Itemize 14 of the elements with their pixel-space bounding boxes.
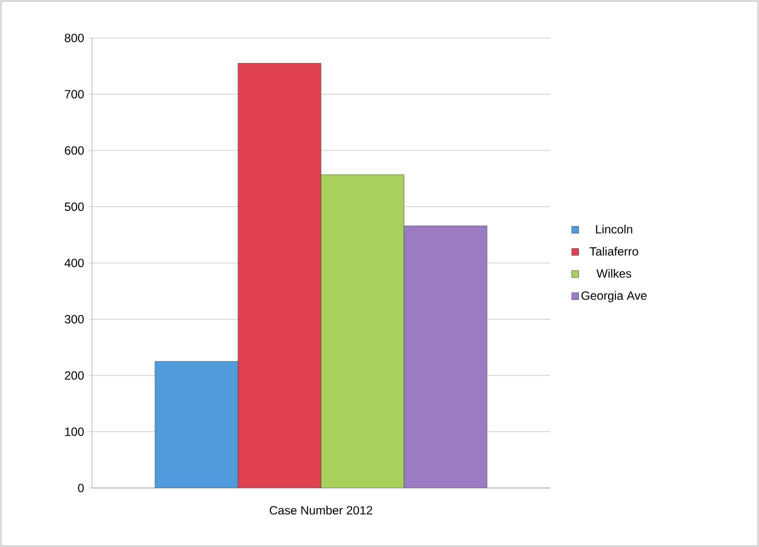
y-tick-label: 300 <box>64 315 84 324</box>
y-tick-label: 800 <box>64 34 84 42</box>
y-tick-label: 600 <box>64 146 84 155</box>
y-tick-label: 0 <box>78 484 84 492</box>
y-tick-label: 100 <box>65 428 84 436</box>
legend-label: Lincoln <box>596 224 632 234</box>
x-tick-label: Case Number 2012 <box>270 506 372 515</box>
y-tick-label: 200 <box>64 371 84 380</box>
legend-label: Taliaferro <box>590 246 638 256</box>
legend-label: Georgia Ave <box>582 291 647 302</box>
y-tick-label: 500 <box>64 202 84 211</box>
legend-label: Wilkes <box>596 268 632 278</box>
y-tick-label: 700 <box>64 90 84 98</box>
y-tick-label: 400 <box>64 258 84 268</box>
